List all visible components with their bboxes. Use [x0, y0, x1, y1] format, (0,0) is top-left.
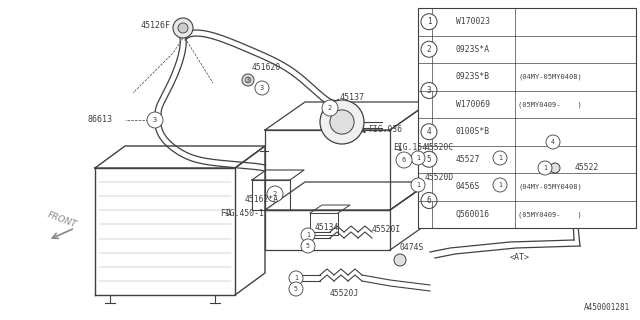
- Circle shape: [421, 151, 437, 167]
- Text: FRONT: FRONT: [46, 211, 78, 229]
- Bar: [418, 8, 636, 228]
- Circle shape: [289, 271, 303, 285]
- Circle shape: [267, 186, 283, 202]
- Text: A450001281: A450001281: [584, 303, 630, 312]
- Circle shape: [411, 151, 425, 165]
- Circle shape: [173, 18, 193, 38]
- Text: 6: 6: [427, 196, 431, 205]
- Text: 451620: 451620: [252, 63, 281, 73]
- Circle shape: [394, 254, 406, 266]
- Circle shape: [546, 135, 560, 149]
- Text: 45137: 45137: [340, 93, 365, 102]
- Circle shape: [242, 74, 254, 86]
- Text: 1: 1: [306, 232, 310, 238]
- Text: 45520I: 45520I: [372, 226, 401, 235]
- Text: 0923S*A: 0923S*A: [456, 45, 490, 54]
- Circle shape: [320, 100, 364, 144]
- Circle shape: [421, 14, 437, 30]
- Text: 1: 1: [416, 155, 420, 161]
- Circle shape: [255, 81, 269, 95]
- Circle shape: [493, 151, 507, 165]
- Text: (05MY0409-    ): (05MY0409- ): [518, 101, 582, 108]
- Circle shape: [330, 110, 354, 134]
- Text: 2: 2: [273, 191, 277, 197]
- Text: FIG.450-1: FIG.450-1: [220, 209, 264, 218]
- Text: 3: 3: [427, 86, 431, 95]
- Text: 4: 4: [551, 139, 555, 145]
- Circle shape: [322, 100, 338, 116]
- Text: 45520D: 45520D: [425, 173, 454, 182]
- Text: 0923S*B: 0923S*B: [456, 72, 490, 81]
- Circle shape: [493, 178, 507, 192]
- Text: 4: 4: [427, 127, 431, 136]
- Text: 2: 2: [328, 105, 332, 111]
- Circle shape: [538, 161, 552, 175]
- Text: (04MY-05MY0408): (04MY-05MY0408): [518, 74, 582, 80]
- Text: 0100S*B: 0100S*B: [456, 127, 490, 136]
- Text: 2: 2: [427, 45, 431, 54]
- Text: 86613: 86613: [87, 116, 112, 124]
- Circle shape: [421, 124, 437, 140]
- Text: 6: 6: [402, 157, 406, 163]
- Text: 5: 5: [306, 243, 310, 249]
- Text: FIG.154: FIG.154: [393, 143, 427, 153]
- Text: 0474S: 0474S: [400, 244, 424, 252]
- Text: <AT>: <AT>: [510, 253, 530, 262]
- Circle shape: [396, 152, 412, 168]
- Text: 1: 1: [498, 155, 502, 161]
- Text: FIG.036: FIG.036: [368, 125, 402, 134]
- Text: 1: 1: [427, 17, 431, 26]
- Circle shape: [421, 41, 437, 57]
- Circle shape: [301, 239, 315, 253]
- Text: W170069: W170069: [456, 100, 490, 109]
- Text: (05MY0409-    ): (05MY0409- ): [518, 211, 582, 218]
- Circle shape: [148, 113, 162, 127]
- Text: 45162*A: 45162*A: [245, 196, 279, 204]
- Circle shape: [147, 112, 163, 128]
- Text: Q560016: Q560016: [456, 210, 490, 219]
- Circle shape: [178, 23, 188, 33]
- Circle shape: [301, 228, 315, 242]
- Circle shape: [421, 193, 437, 209]
- Text: (04MY-05MY0408): (04MY-05MY0408): [518, 183, 582, 190]
- Text: 0456S: 0456S: [456, 182, 481, 191]
- Text: 45527: 45527: [456, 155, 481, 164]
- Text: 5: 5: [427, 155, 431, 164]
- Text: 3: 3: [260, 85, 264, 91]
- Circle shape: [421, 83, 437, 99]
- Text: 1: 1: [416, 182, 420, 188]
- Text: 1: 1: [498, 182, 502, 188]
- Text: 45520C: 45520C: [425, 142, 454, 151]
- Text: 45134: 45134: [315, 223, 339, 233]
- Text: W170023: W170023: [456, 17, 490, 26]
- Text: 45520J: 45520J: [330, 289, 359, 298]
- Text: 1: 1: [543, 165, 547, 171]
- Text: 5: 5: [294, 286, 298, 292]
- Text: 1: 1: [294, 275, 298, 281]
- Circle shape: [245, 77, 251, 83]
- Text: 45126F: 45126F: [141, 21, 171, 30]
- Text: 3: 3: [246, 77, 250, 83]
- Circle shape: [550, 163, 560, 173]
- Circle shape: [289, 282, 303, 296]
- Text: 3: 3: [153, 117, 157, 123]
- Circle shape: [411, 178, 425, 192]
- Text: 45522: 45522: [575, 164, 600, 172]
